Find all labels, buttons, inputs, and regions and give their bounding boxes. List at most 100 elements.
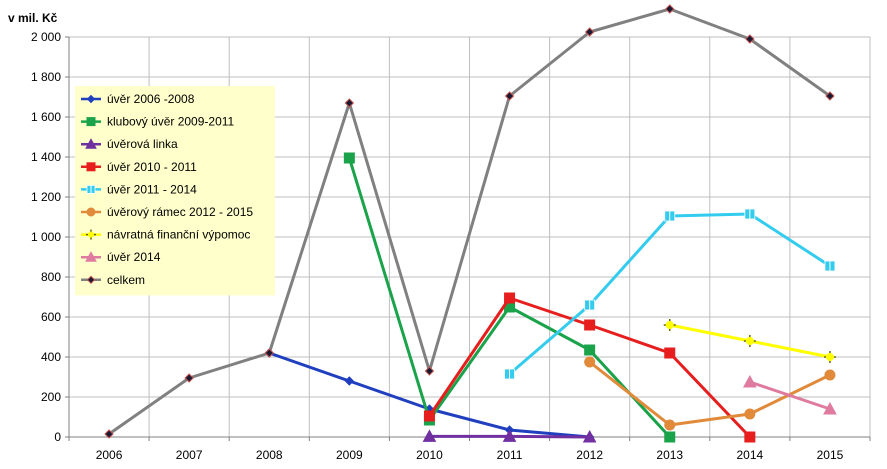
y-tick-label: 1 200 (31, 190, 61, 204)
y-tick-label: 1 600 (31, 110, 61, 124)
marker-plus-dot (665, 321, 674, 329)
data-point (823, 351, 836, 363)
x-tick-label: 2009 (336, 448, 363, 462)
data-point (664, 419, 676, 431)
series-9 (104, 4, 835, 439)
legend-box (75, 86, 275, 296)
data-point (104, 429, 114, 439)
series-8 (743, 374, 837, 415)
legend-marker (86, 207, 96, 217)
data-point (344, 376, 355, 386)
y-axis-label: v mil. Kč (8, 11, 58, 25)
data-point (584, 319, 596, 331)
legend-label: celkem (107, 273, 145, 287)
data-point (504, 91, 515, 101)
data-point (743, 374, 757, 388)
x-tick-label: 2012 (576, 448, 603, 462)
data-point (504, 368, 515, 380)
series-layer (104, 4, 837, 443)
data-point (424, 366, 435, 376)
legend-item: úvěrový rámec 2012 - 2015 (81, 205, 253, 219)
y-tick-label: 1 800 (31, 70, 61, 84)
y-tick-label: 1 000 (31, 230, 61, 244)
legend-label: úvěrová linka (107, 137, 178, 151)
data-point (344, 98, 355, 108)
data-point (584, 356, 596, 368)
legend-marker (86, 94, 96, 104)
series-7 (663, 319, 836, 363)
legend-marker (86, 229, 96, 240)
legend-item: úvěr 2014 (81, 250, 161, 264)
legend-item: úvěrová linka (81, 137, 178, 151)
data-point (582, 429, 597, 443)
series-4 (423, 292, 756, 443)
data-point (825, 91, 835, 101)
legend-marker (85, 251, 97, 262)
legend-label: úvěrový rámec 2012 - 2015 (107, 205, 253, 219)
legend-marker (85, 138, 97, 149)
data-point (423, 410, 435, 422)
data-point (502, 429, 517, 442)
data-point (744, 431, 756, 443)
legend-label: klubový úvěr 2009-2011 (107, 115, 235, 129)
legend-label: úvěr 2010 - 2011 (107, 160, 197, 174)
series-line (749, 380, 831, 411)
legend-marker (86, 117, 96, 127)
legend-marker (86, 162, 96, 172)
legend-item: klubový úvěr 2009-2011 (81, 115, 235, 129)
data-point (184, 373, 194, 383)
legend-item: návratná finanční výpomoc (81, 228, 250, 242)
x-tick-label: 2007 (176, 448, 203, 462)
y-tick-label: 200 (41, 390, 61, 404)
marker-plus-dot (825, 353, 834, 361)
data-point (823, 401, 837, 415)
y-axis-ticks: 0 200 400 600 800 1 000 1 200 1 400 1 600 1 800 2 … (31, 30, 69, 444)
series-line (108, 7, 831, 436)
x-axis-ticks: 2006 2007 2008 2009 2010 2011 2012 2013 2014 2015 (68, 437, 871, 462)
legend-item: úvěr 2006 -2008 (81, 92, 195, 106)
data-point (343, 152, 355, 164)
legend-item: úvěr 2010 - 2011 (81, 160, 197, 174)
data-point (824, 260, 836, 272)
legend-marker (86, 275, 96, 285)
x-tick-label: 2010 (416, 448, 443, 462)
legend-item: celkem (81, 273, 145, 287)
data-point (664, 347, 676, 359)
x-tick-label: 2006 (96, 448, 123, 462)
y-tick-label: 2 000 (31, 30, 61, 44)
series-1 (264, 348, 595, 442)
data-point (584, 344, 596, 356)
series-3 (422, 429, 597, 443)
data-point (584, 299, 596, 311)
data-point (264, 348, 274, 358)
x-tick-label: 2015 (817, 448, 844, 462)
data-point (663, 319, 676, 331)
x-tick-label: 2014 (736, 448, 763, 462)
data-point (743, 335, 756, 347)
marker-plus-dot (88, 231, 94, 238)
data-point (745, 34, 755, 44)
x-tick-label: 2008 (256, 448, 283, 462)
legend-label: úvěr 2006 -2008 (107, 92, 195, 106)
data-point (584, 27, 595, 37)
legend-marker (86, 184, 96, 194)
legend-label: návratná finanční výpomoc (107, 228, 250, 242)
data-point (744, 408, 756, 420)
y-tick-label: 800 (41, 270, 61, 284)
x-tick-label: 2013 (656, 448, 683, 462)
data-point (664, 210, 676, 222)
legend-label: úvěr 2011 - 2014 (107, 182, 197, 196)
legend-item: úvěr 2011 - 2014 (81, 182, 197, 196)
y-tick-label: 0 (54, 430, 61, 444)
data-point (664, 431, 676, 443)
data-point (744, 208, 756, 220)
y-tick-label: 400 (41, 350, 61, 364)
data-point (422, 429, 437, 442)
y-tick-label: 600 (41, 310, 61, 324)
series-5 (504, 208, 836, 380)
legend: úvěr 2006 -2008 klubový úvěr 2009-2011 úvě… (75, 86, 275, 296)
data-point (665, 4, 675, 14)
y-tick-label: 1 400 (31, 150, 61, 164)
x-tick-label: 2011 (497, 448, 523, 462)
